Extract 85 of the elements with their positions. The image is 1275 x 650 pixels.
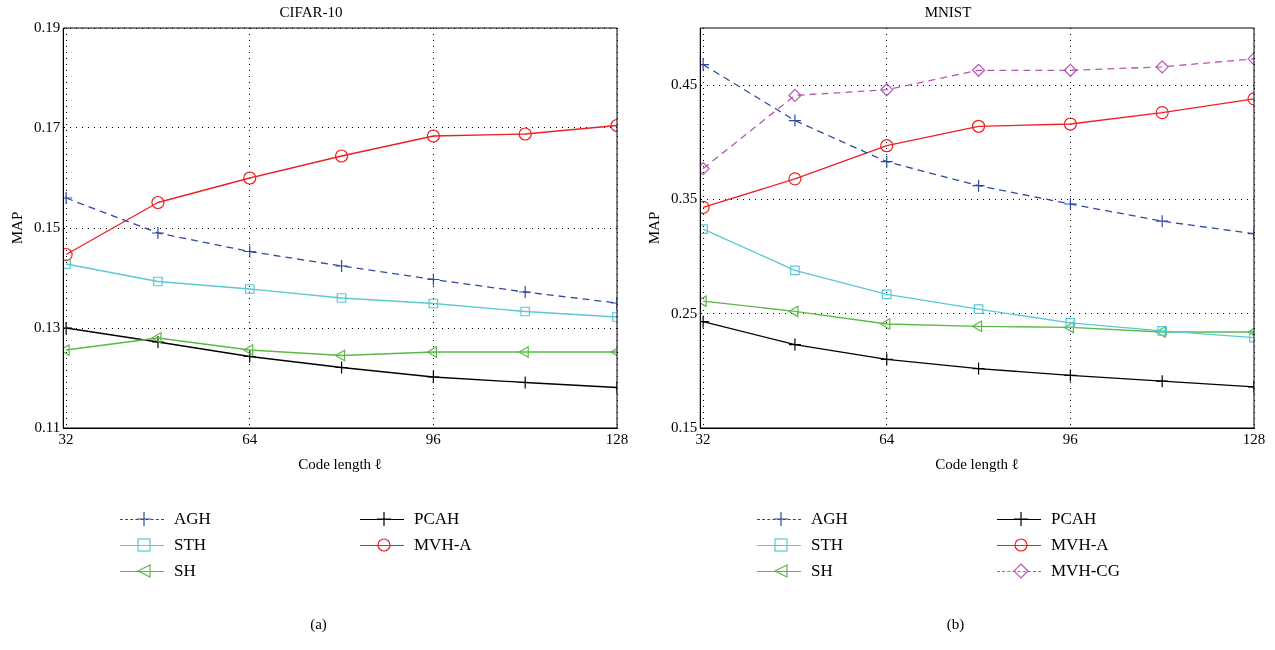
- point: [518, 285, 532, 299]
- point: [1155, 214, 1169, 228]
- point: [788, 88, 802, 103]
- x-axis-title: Code length ℓ: [935, 455, 1020, 472]
- point: [518, 127, 532, 141]
- point: [1063, 63, 1077, 77]
- text: (b): [945, 616, 966, 633]
- x-axis-title: Code length ℓ: [298, 455, 383, 472]
- point: [1155, 374, 1169, 388]
- point: [334, 149, 349, 163]
- point: [426, 346, 437, 358]
- point: [426, 129, 440, 143]
- x-tick-label: 32: [58, 430, 74, 447]
- point: [880, 155, 894, 169]
- point: [880, 83, 894, 97]
- point: [1063, 117, 1077, 131]
- point: [788, 113, 802, 128]
- legend-label: PCAH: [1051, 509, 1097, 529]
- point: [151, 335, 165, 349]
- point: [880, 318, 891, 330]
- point: [334, 259, 349, 273]
- point: [880, 139, 894, 153]
- point: [880, 352, 894, 367]
- legend-label: AGH: [174, 509, 211, 529]
- legend-label: MVH-A: [1051, 535, 1109, 555]
- y-tick-label: 0.13: [34, 318, 61, 335]
- y-tick-label: 0.15: [671, 418, 698, 435]
- text: (a): [309, 616, 328, 633]
- point: [973, 304, 984, 314]
- y-axis-title: MAP: [645, 211, 662, 245]
- point: [971, 179, 986, 193]
- point: [1063, 321, 1074, 334]
- legend-label: STH: [174, 535, 207, 555]
- point: [336, 293, 347, 303]
- point: [788, 172, 802, 186]
- x-tick-label: 128: [605, 430, 629, 447]
- legend-label: SH: [174, 561, 196, 581]
- point: [1063, 197, 1077, 211]
- point: [1155, 60, 1169, 74]
- point: [790, 265, 800, 276]
- point: [520, 306, 531, 317]
- point: [243, 244, 257, 259]
- y-tick-label: 0.11: [34, 418, 61, 435]
- point: [334, 349, 346, 362]
- x-tick-label: 96: [425, 430, 442, 447]
- point: [971, 320, 983, 333]
- y-tick-label: 0.19: [34, 18, 61, 35]
- chart-title: CIFAR-10: [279, 3, 343, 20]
- point: [426, 272, 440, 287]
- point: [243, 171, 257, 185]
- y-tick-label: 0.45: [671, 76, 698, 93]
- y-tick-label: 0.35: [671, 190, 698, 207]
- point: [151, 226, 165, 240]
- x-tick-label: 64: [242, 430, 258, 447]
- point: [971, 63, 986, 77]
- point: [971, 361, 986, 376]
- point: [243, 344, 254, 356]
- point: [426, 370, 440, 384]
- y-tick-label: 0.17: [34, 118, 61, 135]
- point: [1155, 105, 1169, 120]
- y-axis-title: MAP: [8, 211, 25, 245]
- x-tick-label: 96: [1062, 430, 1079, 447]
- point: [788, 337, 802, 352]
- chart-title: MNIST: [924, 3, 972, 20]
- y-tick-label: 0.25: [671, 304, 698, 321]
- legend-label: AGH: [811, 509, 848, 529]
- legend-label: PCAH: [414, 509, 460, 529]
- point: [971, 119, 986, 133]
- point: [881, 289, 892, 300]
- point: [243, 349, 257, 364]
- y-tick-label: 0.15: [34, 218, 61, 235]
- x-tick-label: 128: [1242, 430, 1266, 447]
- point: [244, 284, 255, 294]
- point: [151, 195, 165, 210]
- point: [153, 276, 163, 287]
- legend-label: MVH-A: [414, 535, 472, 555]
- legend-label: MVH-CG: [1051, 561, 1120, 581]
- x-tick-label: 64: [879, 430, 895, 447]
- point: [1063, 368, 1077, 383]
- point: [428, 298, 439, 309]
- legend-label: STH: [811, 535, 844, 555]
- point: [518, 346, 529, 358]
- legend-label: SH: [811, 561, 833, 581]
- point: [334, 360, 349, 375]
- point: [1065, 318, 1076, 328]
